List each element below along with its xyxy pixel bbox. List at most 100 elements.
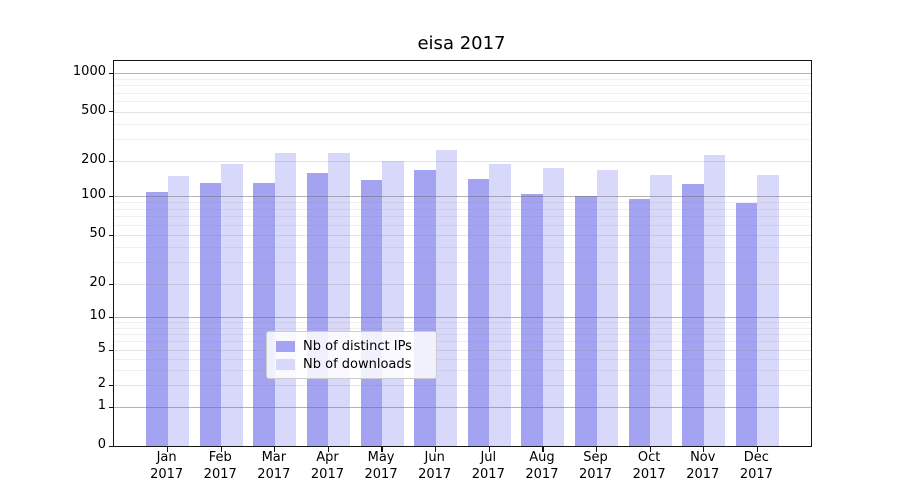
gridline-50 xyxy=(114,235,811,236)
gridline-minor-40 xyxy=(114,246,811,248)
gridline-minor-6 xyxy=(114,341,811,343)
y-tick-200 xyxy=(109,160,114,162)
y-tick-label-2: 2 xyxy=(97,376,106,391)
y-tick-5 xyxy=(109,349,114,351)
bar-distinct-ips-sep xyxy=(575,196,597,446)
y-tick-label-1: 1 xyxy=(97,398,106,413)
gridline-minor-400 xyxy=(114,123,811,125)
x-label-month: Oct xyxy=(637,450,661,465)
y-tick-label-200: 200 xyxy=(81,152,106,167)
gridline-20 xyxy=(114,284,811,285)
x-label-year: 2017 xyxy=(418,467,452,482)
x-label-month: Feb xyxy=(208,450,232,465)
y-tick-label-5: 5 xyxy=(97,341,106,356)
x-tick-dec xyxy=(756,446,758,452)
x-tick-aug xyxy=(542,446,544,452)
bar-downloads-feb xyxy=(221,164,243,446)
x-label-year: 2017 xyxy=(525,467,559,482)
x-label-month: Aug xyxy=(529,450,555,465)
y-tick-label-50: 50 xyxy=(89,226,106,241)
x-tick-may xyxy=(381,446,383,452)
x-tick-sep xyxy=(595,446,598,452)
x-label-year: 2017 xyxy=(578,467,613,482)
y-tick-label-1000: 1000 xyxy=(72,64,106,79)
gridline-minor-70 xyxy=(114,216,811,218)
gridline-1 xyxy=(114,407,811,408)
gridline-200 xyxy=(114,161,811,162)
y-tick-label-20: 20 xyxy=(89,275,106,290)
bar-downloads-may xyxy=(382,161,404,446)
x-tick-label-nov: Nov 2017 xyxy=(658,449,748,483)
legend-item-distinct-ips: Nb of distinct IPs xyxy=(276,337,427,355)
gridline-minor-8 xyxy=(114,327,811,329)
gridline-minor-9 xyxy=(114,322,811,324)
plot-area xyxy=(109,60,812,452)
bar-distinct-ips-may xyxy=(360,180,383,446)
gridline-minor-700 xyxy=(114,92,811,94)
x-label-month: Apr xyxy=(316,450,339,465)
gridline-500 xyxy=(114,111,811,113)
x-tick-oct xyxy=(649,446,651,452)
y-tick-10 xyxy=(109,316,114,318)
x-label-year: 2017 xyxy=(632,467,666,482)
bar-distinct-ips-aug xyxy=(521,193,543,446)
x-tick-label-jan: Jan 2017 xyxy=(122,449,212,483)
x-label-year: 2017 xyxy=(739,467,773,482)
x-tick-jul xyxy=(488,446,490,452)
y-tick-50 xyxy=(109,234,114,236)
gridline-minor-90 xyxy=(114,201,811,203)
gridline-minor-300 xyxy=(114,139,811,141)
y-tick-label-0: 0 xyxy=(97,437,106,452)
x-tick-apr xyxy=(327,446,330,452)
x-label-month: May xyxy=(367,450,395,465)
gridline-minor-4 xyxy=(114,358,811,360)
gridline-minor-7 xyxy=(114,333,811,335)
legend: Nb of distinct IPs Nb of downloads xyxy=(266,331,437,379)
chart-title: eisa 2017 xyxy=(417,33,506,54)
x-tick-label-apr: Apr 2017 xyxy=(282,449,372,483)
bar-distinct-ips-mar xyxy=(253,183,275,446)
bar-distinct-ips-apr xyxy=(307,173,329,446)
x-label-year: 2017 xyxy=(471,467,505,482)
x-label-year: 2017 xyxy=(310,467,344,482)
legend-label-distinct-ips: Nb of distinct IPs xyxy=(303,338,412,354)
x-tick-mar xyxy=(274,446,276,452)
bar-distinct-ips-jul xyxy=(467,179,490,446)
x-tick-nov xyxy=(703,446,705,452)
bar-downloads-jul xyxy=(489,164,511,446)
bar-downloads-jan xyxy=(167,176,190,446)
x-label-year: 2017 xyxy=(686,467,720,482)
gridline-10 xyxy=(114,317,811,318)
bar-downloads-dec xyxy=(757,175,779,446)
x-label-year: 2017 xyxy=(150,467,184,482)
x-tick-label-sep: Sep 2017 xyxy=(551,449,641,483)
x-tick-label-mar: Mar 2017 xyxy=(229,449,319,483)
x-tick-label-jun: Jun 2017 xyxy=(390,449,480,483)
y-tick-100 xyxy=(109,195,114,197)
y-tick-label-100: 100 xyxy=(81,187,106,202)
x-tick-label-feb: Feb 2017 xyxy=(175,449,265,483)
legend-item-downloads: Nb of downloads xyxy=(276,355,427,373)
x-label-month: Jul xyxy=(480,450,497,465)
gridline-1000 xyxy=(114,73,811,74)
x-tick-jan xyxy=(167,446,169,452)
legend-swatch-distinct-ips xyxy=(276,340,295,352)
x-label-month: Dec xyxy=(743,450,769,465)
gridline-minor-80 xyxy=(114,208,811,210)
bar-distinct-ips-feb xyxy=(199,182,222,446)
y-tick-label-500: 500 xyxy=(81,102,106,118)
x-label-year: 2017 xyxy=(364,467,398,482)
x-label-month: Jan xyxy=(156,450,177,465)
legend-label-downloads: Nb of downloads xyxy=(303,356,412,372)
y-tick-500 xyxy=(109,111,114,113)
y-tick-1000 xyxy=(109,72,114,74)
gridline-minor-900 xyxy=(114,78,811,80)
y-tick-20 xyxy=(109,283,114,285)
x-label-year: 2017 xyxy=(257,467,291,482)
x-tick-label-oct: Oct 2017 xyxy=(604,449,694,483)
gridline-minor-800 xyxy=(114,85,811,87)
gridline-minor-60 xyxy=(114,224,811,226)
gridline-minor-30 xyxy=(114,262,811,264)
bar-downloads-sep xyxy=(596,169,618,446)
bar-distinct-ips-nov xyxy=(682,183,704,446)
